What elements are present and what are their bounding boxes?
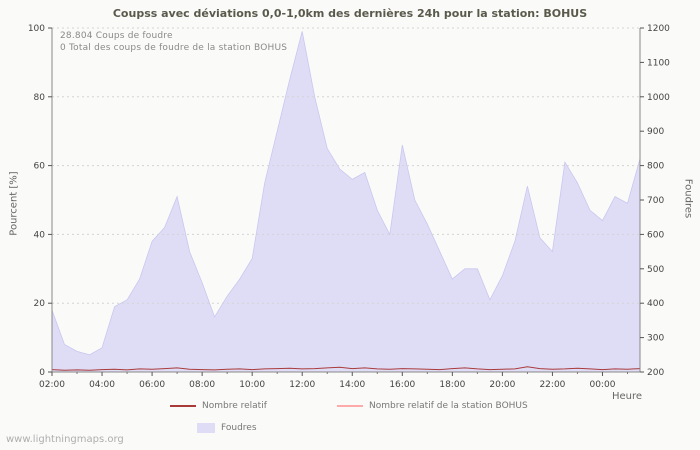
y-tick-label-right: 800 — [647, 162, 664, 172]
legend-swatch-nombre-relatif — [170, 405, 196, 407]
y-tick-label-right: 1100 — [647, 58, 670, 68]
y-tick-label-right: 1200 — [647, 24, 670, 34]
x-tick-label: 20:00 — [489, 380, 515, 390]
y-tick-label-left: 40 — [34, 230, 46, 240]
x-tick-label: 18:00 — [439, 380, 465, 390]
y-tick-label-right: 900 — [647, 127, 664, 137]
x-tick-label: 06:00 — [139, 380, 165, 390]
x-tick-label: 04:00 — [89, 380, 115, 390]
x-tick-label: 00:00 — [589, 380, 615, 390]
y-tick-label-right: 700 — [647, 196, 664, 206]
line-series-1 — [51, 366, 641, 371]
legend-item-nombre-relatif: Nombre relatif — [170, 401, 267, 411]
y-tick-label-left: 20 — [34, 299, 46, 309]
legend-label-nombre-relatif: Nombre relatif — [202, 401, 267, 411]
annotation-strike-count: 28.804 Coups de foudre — [60, 31, 173, 41]
y-tick-label-right: 400 — [647, 299, 664, 309]
x-tick-label: 02:00 — [39, 380, 65, 390]
x-tick-label: 08:00 — [189, 380, 215, 390]
legend-swatch-foudres — [197, 423, 215, 433]
y-tick-label-left: 80 — [34, 93, 46, 103]
legend-item-nombre-relatif-station: Nombre relatif de la station BOHUS — [337, 401, 528, 411]
legend-label-nombre-relatif-station: Nombre relatif de la station BOHUS — [369, 401, 528, 411]
y-tick-label-right: 1000 — [647, 93, 670, 103]
foudres-area-series — [51, 31, 641, 373]
annotation-station-strike-count: 0 Total des coups de foudre de la statio… — [60, 43, 288, 53]
legend-label-foudres: Foudres — [221, 423, 257, 433]
x-tick-label: 22:00 — [539, 380, 565, 390]
y-tick-label-right: 600 — [647, 230, 664, 240]
watermark: www.lightningmaps.org — [6, 434, 124, 445]
x-tick-label: 16:00 — [389, 380, 415, 390]
y-tick-label-right: 500 — [647, 265, 664, 275]
legend-swatch-nombre-relatif-station — [337, 405, 363, 407]
x-axis-label: Heure — [612, 391, 643, 402]
y-tick-label-left: 100 — [28, 24, 45, 34]
x-tick-label: 10:00 — [239, 380, 265, 390]
x-tick-label: 12:00 — [289, 380, 315, 390]
y-tick-label-right: 300 — [647, 334, 664, 344]
y-tick-label-left: 0 — [39, 368, 45, 378]
y-tick-label-left: 60 — [34, 162, 46, 172]
legend-item-foudres: Foudres — [197, 423, 257, 433]
chart-title: Coupss avec déviations 0,0-1,0km des der… — [112, 7, 588, 20]
x-tick-label: 14:00 — [339, 380, 365, 390]
y-tick-label-right: 200 — [647, 368, 664, 378]
